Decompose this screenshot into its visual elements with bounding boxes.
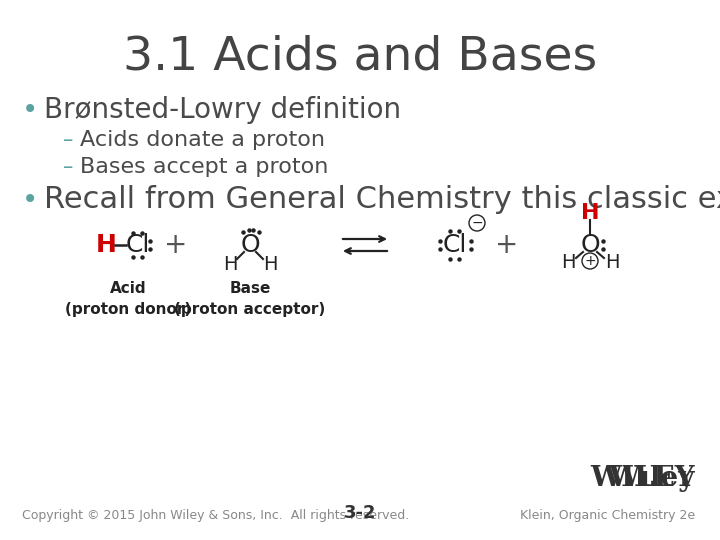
Text: H: H	[222, 255, 238, 274]
Text: –: –	[63, 157, 73, 177]
Text: Wıley: Wıley	[608, 465, 695, 492]
Text: +: +	[164, 231, 188, 259]
Text: +: +	[495, 231, 518, 259]
Text: Acid
(proton donor): Acid (proton donor)	[65, 281, 191, 317]
Text: O: O	[580, 233, 600, 257]
Text: Acids donate a proton: Acids donate a proton	[80, 130, 325, 150]
Text: –: –	[63, 130, 73, 150]
Text: •: •	[22, 96, 38, 124]
Text: Cl: Cl	[443, 233, 467, 257]
Text: Recall from General Chemistry this classic example: Recall from General Chemistry this class…	[44, 186, 720, 214]
Text: Base
(proton acceptor): Base (proton acceptor)	[174, 281, 325, 317]
Text: Brønsted-Lowry definition: Brønsted-Lowry definition	[44, 96, 401, 124]
Text: 3-2: 3-2	[343, 504, 377, 522]
Text: H: H	[581, 203, 599, 223]
Text: Bases accept a proton: Bases accept a proton	[80, 157, 328, 177]
Text: O: O	[240, 233, 260, 257]
Text: Cl: Cl	[126, 233, 150, 257]
Text: 3.1 Acids and Bases: 3.1 Acids and Bases	[123, 35, 597, 80]
Text: H: H	[263, 255, 277, 274]
Text: +: +	[584, 254, 596, 268]
Text: H: H	[96, 233, 117, 257]
Text: H: H	[561, 253, 575, 273]
Text: Copyright © 2015 John Wiley & Sons, Inc.  All rights reserved.: Copyright © 2015 John Wiley & Sons, Inc.…	[22, 509, 409, 522]
Text: −: −	[471, 216, 483, 230]
Text: Klein, Organic Chemistry 2e: Klein, Organic Chemistry 2e	[520, 509, 695, 522]
Text: •: •	[22, 186, 38, 214]
Text: H: H	[605, 253, 619, 273]
Text: WILEY: WILEY	[590, 465, 695, 492]
